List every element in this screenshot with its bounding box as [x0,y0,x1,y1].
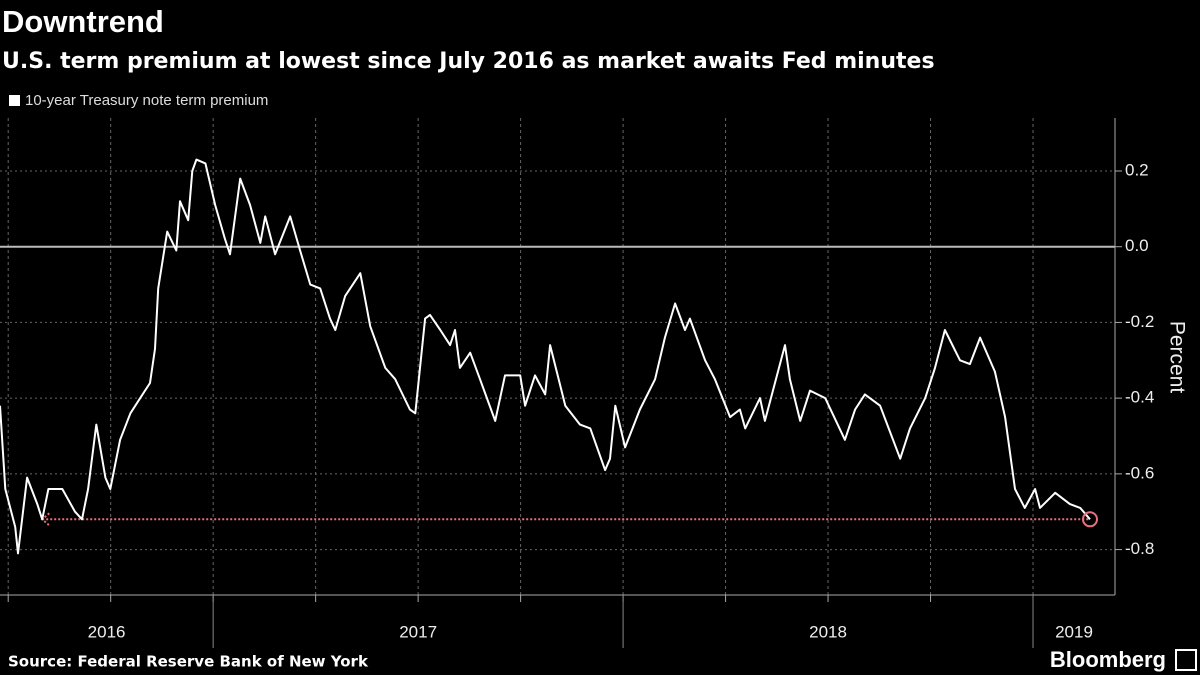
legend-label: 10-year Treasury note term premium [25,92,268,109]
legend-swatch [9,95,20,106]
y-tick-label: -0.6 [1125,463,1154,482]
y-tick-label: 0.0 [1125,236,1149,255]
y-tick-label: -0.4 [1125,388,1154,407]
y-tick-label: -0.2 [1125,312,1154,331]
x-tick-label: 2017 [399,622,437,641]
x-tick-label: 2016 [88,622,126,641]
x-tick-label: 2019 [1055,622,1093,641]
brand-icon [1175,649,1197,671]
source: Source: Federal Reserve Bank of New York [8,653,369,671]
y-tick-label: -0.8 [1125,539,1154,558]
data-line [0,158,1091,555]
chart-subtitle: U.S. term premium at lowest since July 2… [2,49,935,74]
y-tick-label: 0.2 [1125,160,1149,179]
chart-title: Downtrend [2,4,164,39]
x-tick-label: 2018 [809,622,847,641]
latest-marker [1081,511,1098,528]
brand: Bloomberg [1050,647,1166,672]
y-axis-label: Percent [1165,321,1188,394]
